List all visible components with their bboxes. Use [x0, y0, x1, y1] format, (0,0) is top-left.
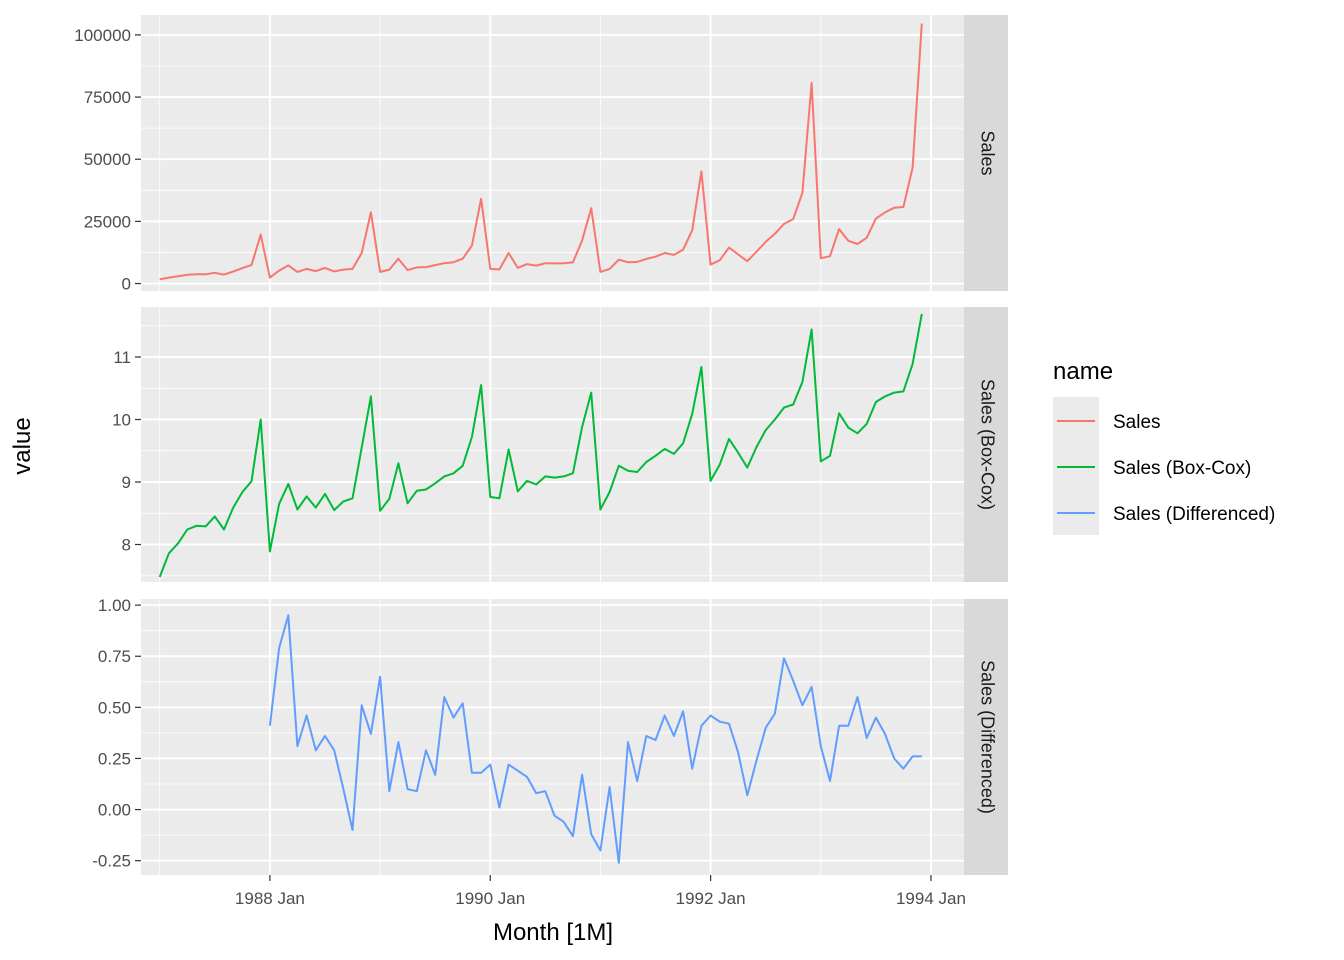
x-tick-label: 1990 Jan: [455, 889, 525, 908]
facet-strip-label: Sales (Differenced): [977, 660, 997, 814]
y-tick-label: 0.25: [98, 749, 131, 768]
x-axis-title: Month [1M]: [493, 919, 613, 946]
panel-background: [141, 307, 964, 582]
facet-strip-label: Sales: [977, 130, 997, 175]
x-axis: 1988 Jan 1990 Jan 1992 Jan 1994 Jan: [235, 875, 966, 908]
legend-title: name: [1053, 358, 1113, 385]
panel-background: [141, 15, 964, 291]
panel-background: [141, 599, 964, 875]
y-axis-title: value: [9, 417, 36, 474]
x-tick-label: 1988 Jan: [235, 889, 305, 908]
y-tick-label: 75000: [84, 88, 131, 107]
chart-panels: 0 25000 50000 75000 100000 Sales 8 9 10 11 Sales (…: [74, 15, 1008, 875]
y-tick-label: 100000: [74, 26, 131, 45]
facet-strip-label: Sales (Box-Cox): [977, 379, 997, 510]
y-tick-label: 0: [122, 275, 131, 294]
y-tick-label: 0.75: [98, 647, 131, 666]
legend-entry-label: Sales: [1113, 412, 1161, 433]
y-tick-label: 25000: [84, 212, 131, 231]
y-tick-label: 8: [122, 536, 131, 555]
facet-strip: [964, 15, 1008, 291]
legend: name Sales Sales (Box-Cox) Sales (Differen…: [1053, 358, 1275, 535]
y-tick-label: 1.00: [98, 596, 131, 615]
series-line-sales-differenced: [268, 614, 922, 864]
y-tick-label: 11: [113, 348, 131, 367]
facet-strip: [964, 599, 1008, 875]
panel-sales: 0 25000 50000 75000 100000 Sales: [74, 15, 1008, 294]
y-tick-label: 9: [122, 473, 131, 492]
y-tick-label: -0.25: [92, 852, 131, 871]
x-tick-label: 1994 Jan: [896, 889, 966, 908]
panel-sales-differenced: -0.25 0.00 0.25 0.50 0.75 1.00 Sales (Differen…: [92, 596, 1008, 875]
series-line-sales: [159, 23, 923, 281]
series-line-sales-box-cox: [158, 313, 923, 578]
panel-sales-box-cox: 8 9 10 11 Sales (Box-Cox): [112, 307, 1008, 582]
y-tick-label: 0.00: [98, 801, 131, 820]
y-tick-label: 10: [112, 411, 131, 430]
legend-entry-label: Sales (Box-Cox): [1113, 458, 1251, 479]
x-tick-label: 1992 Jan: [676, 889, 746, 908]
y-tick-label: 0.50: [98, 698, 131, 717]
facet-strip: [964, 307, 1008, 582]
y-tick-label: 50000: [84, 150, 131, 169]
legend-entry-label: Sales (Differenced): [1113, 504, 1275, 525]
